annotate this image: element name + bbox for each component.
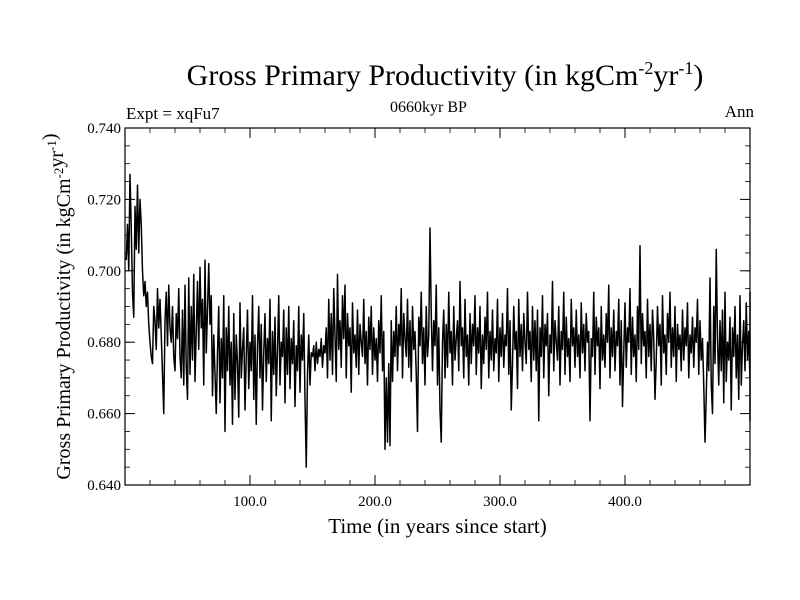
y-tick-label: 0.680 xyxy=(87,335,121,351)
period-label: 0660kyr BP xyxy=(390,99,467,116)
series-layer xyxy=(125,173,751,468)
plot-frame xyxy=(124,127,751,486)
y-tick-label: 0.660 xyxy=(87,407,121,423)
x-axis-label: Time (in years since start) xyxy=(328,514,547,538)
x-tick-label: 100.0 xyxy=(233,494,267,510)
y-tick-label: 0.740 xyxy=(87,121,121,137)
y-axis-label-text: Gross Primary Productivity (in kgCm-2yr-… xyxy=(39,133,75,479)
x-tick-label: 400.0 xyxy=(608,494,642,510)
x-tick-label: 300.0 xyxy=(483,494,517,510)
y-axis-label: Gross Primary Productivity (in kgCm-2yr-… xyxy=(39,133,75,479)
chart-title: Gross Primary Productivity (in kgCm-2yr-… xyxy=(186,58,704,92)
experiment-label: Expt = xqFu7 xyxy=(126,104,220,123)
y-tick-label: 0.720 xyxy=(87,192,121,208)
x-tick-label: 200.0 xyxy=(358,494,392,510)
axis-ticks: 0.640 0.660 0.680 0.700 0.720 0.740 100.0 200.0… xyxy=(87,121,750,510)
series-line xyxy=(125,173,751,468)
y-tick-label: 0.700 xyxy=(87,264,121,280)
season-label: Ann xyxy=(724,102,754,121)
y-tick-label: 0.640 xyxy=(87,478,121,494)
